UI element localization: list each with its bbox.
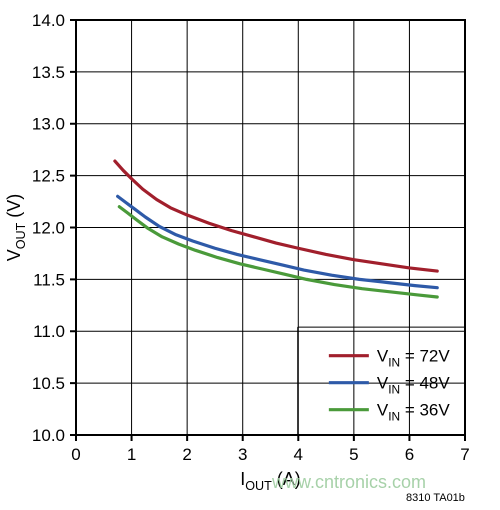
y-tick-label: 11.0 bbox=[33, 322, 65, 341]
x-tick-label: 6 bbox=[405, 445, 414, 464]
y-tick-label: 13.5 bbox=[32, 63, 65, 82]
x-tick-label: 5 bbox=[349, 445, 358, 464]
x-tick-label: 3 bbox=[238, 445, 247, 464]
y-tick-label: 13.0 bbox=[32, 115, 65, 134]
y-tick-label: 10.5 bbox=[32, 374, 65, 393]
x-tick-label: 7 bbox=[460, 445, 469, 464]
line-chart: 0 1 2 3 4 5 6 7 10.0 10.5 11.0 11.5 12.0 12.5 13.0 13.5… bbox=[0, 0, 500, 510]
y-tick-label: 12.5 bbox=[32, 167, 65, 186]
y-tick-label: 10.0 bbox=[32, 426, 65, 445]
x-tick-label: 4 bbox=[294, 445, 303, 464]
y-tick-label: 14.0 bbox=[32, 11, 65, 30]
figure-reference: 8310 TA01b bbox=[406, 492, 465, 504]
x-tick-label: 0 bbox=[71, 445, 80, 464]
y-tick-label: 12.0 bbox=[32, 218, 65, 237]
x-tick-label: 1 bbox=[127, 445, 136, 464]
x-tick-label: 2 bbox=[182, 445, 191, 464]
y-tick-label: 11.5 bbox=[33, 270, 65, 289]
